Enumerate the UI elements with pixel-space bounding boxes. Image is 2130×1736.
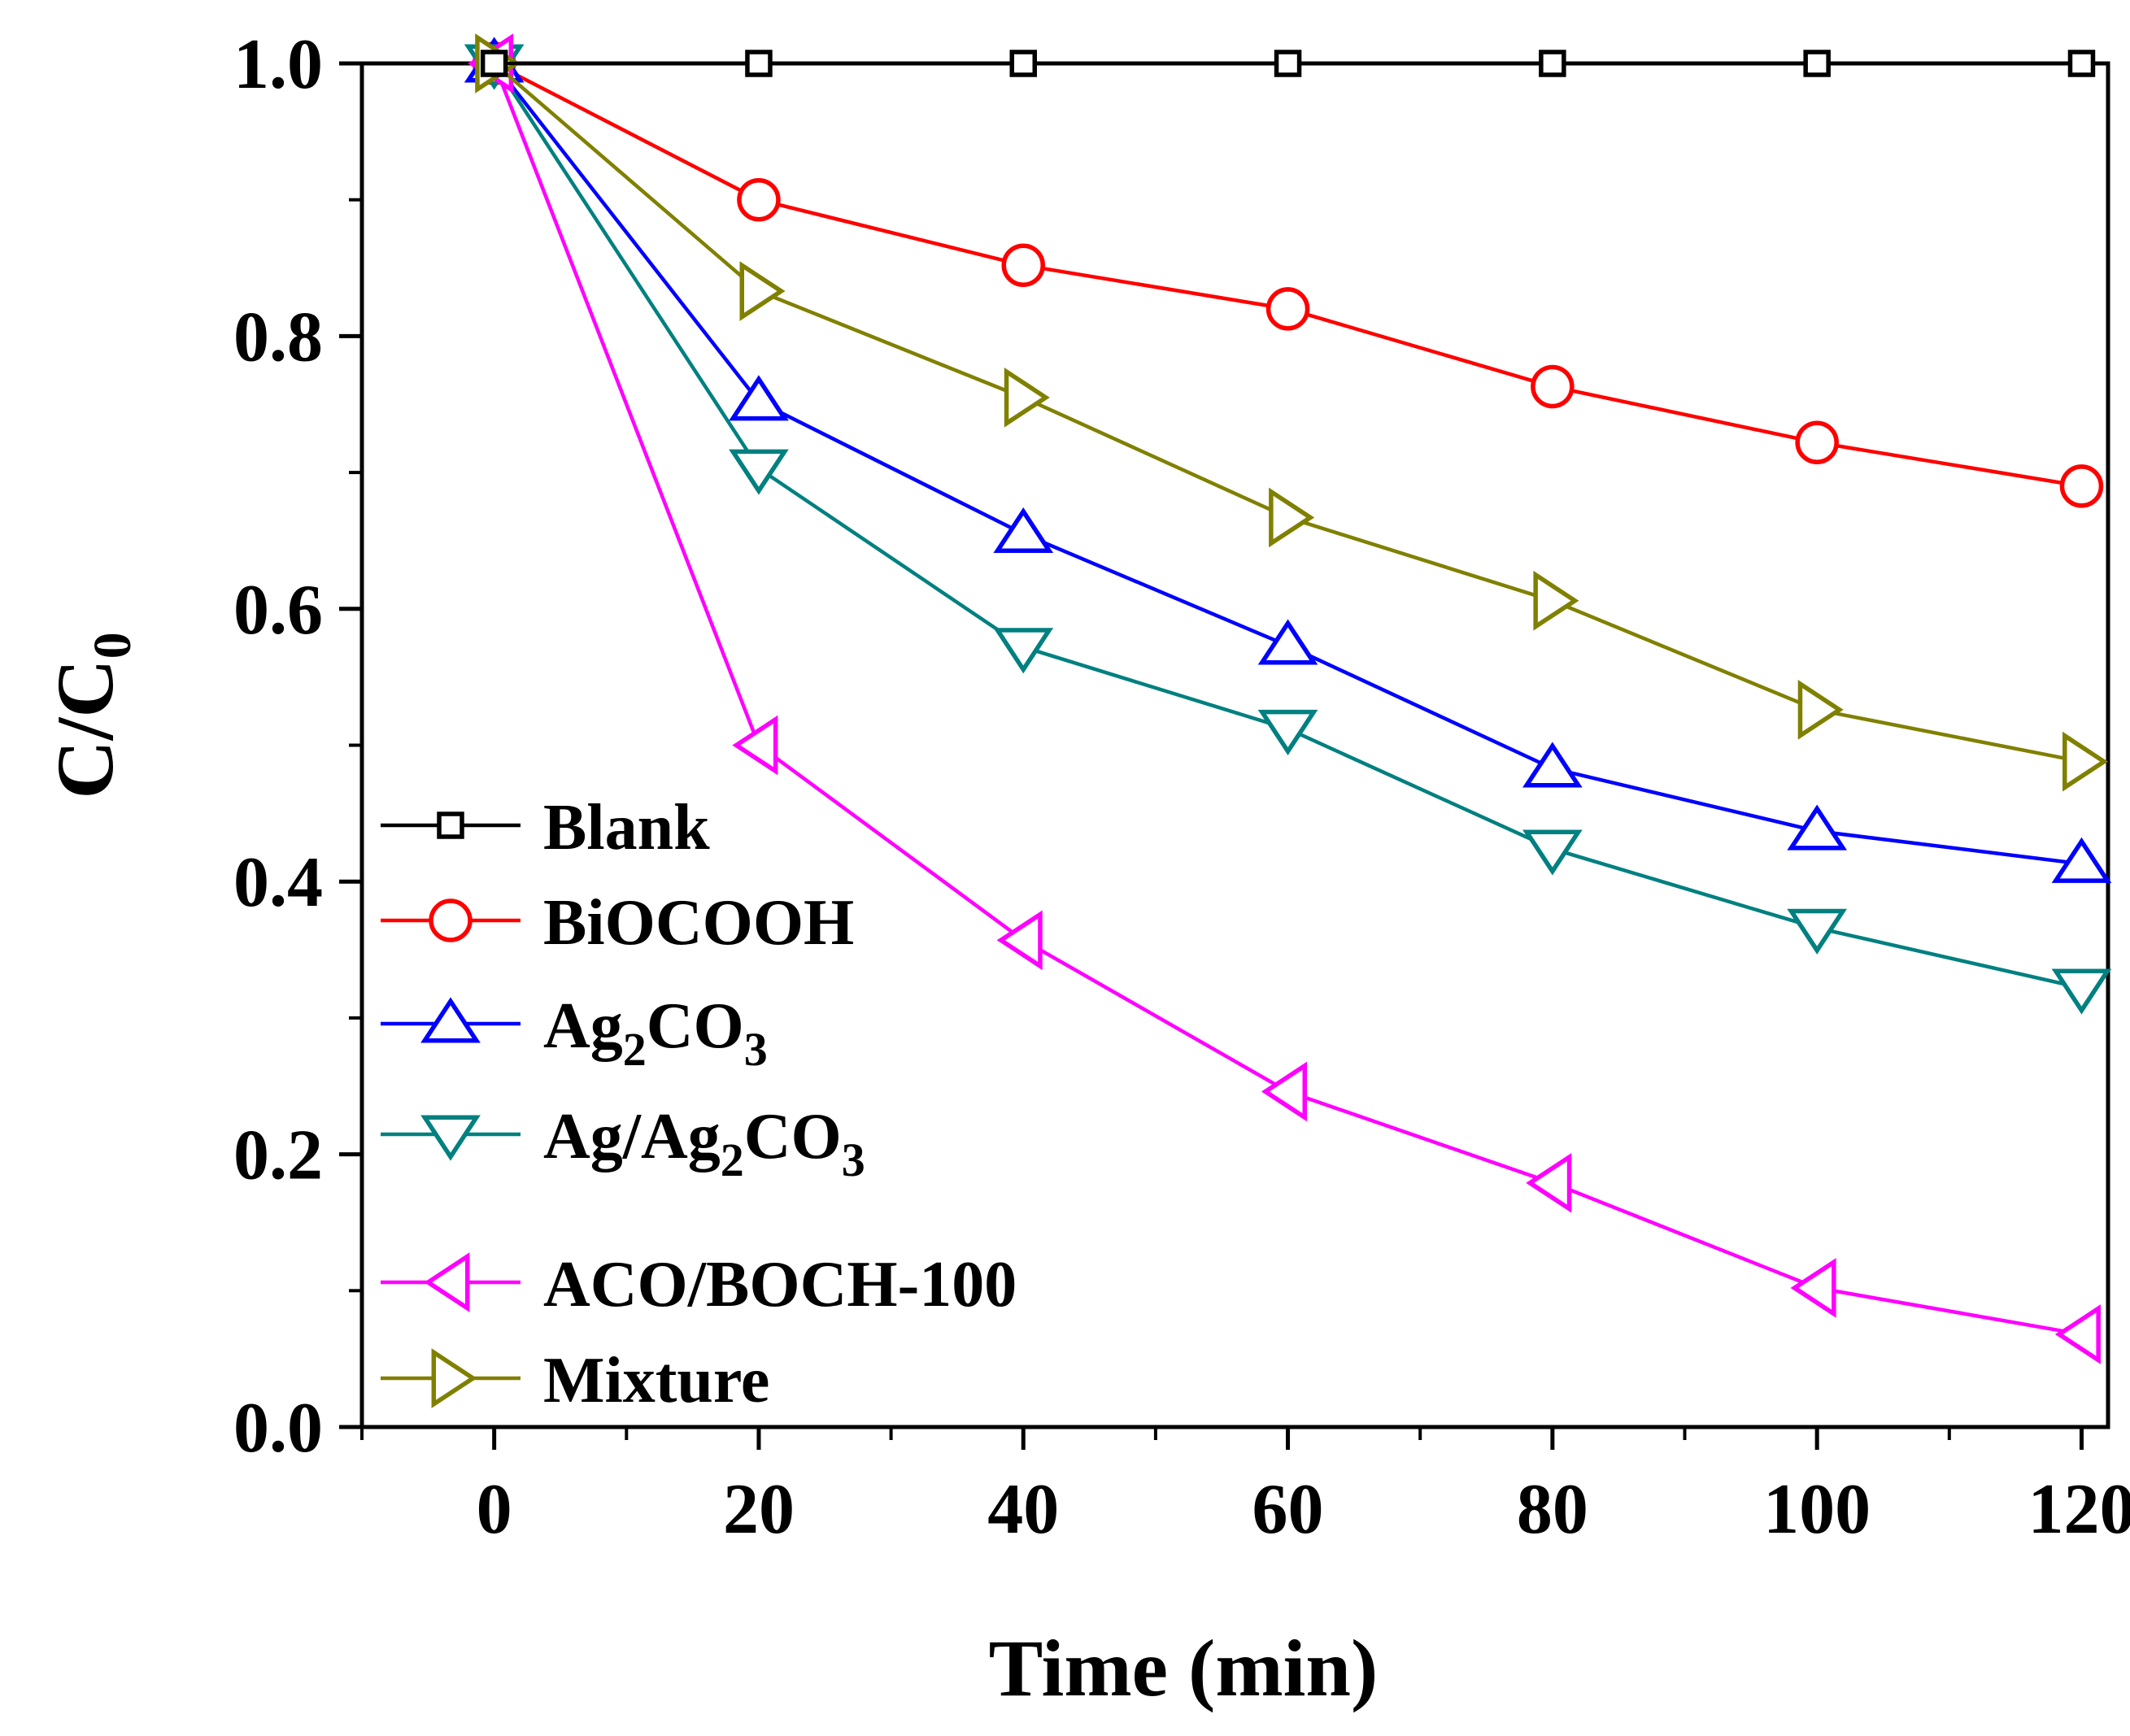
series-biocooh [472, 41, 2104, 508]
legend-marker [424, 1252, 470, 1312]
data-point [1274, 50, 1302, 77]
x-tick-label: 60 [1252, 1470, 1324, 1549]
legend-marker [420, 997, 481, 1043]
legend-item: Ag/Ag2CO3 [381, 1101, 865, 1186]
legend-subscript: 3 [842, 1133, 865, 1186]
data-point [729, 375, 789, 421]
data-point [2054, 1304, 2101, 1364]
legend-marker [437, 811, 464, 839]
data-point [1787, 908, 1848, 955]
series-line [493, 62, 2082, 489]
data-point [1257, 619, 1318, 665]
data-point [1790, 1258, 1836, 1318]
y-tick-label: 0.8 [233, 298, 323, 376]
x-axis-title: Time (min) [989, 1623, 1379, 1713]
legend: BlankBiOCOOHAg2CO3Ag/Ag2CO3ACO/BOCH-100M… [381, 792, 1017, 1416]
legend-item: Blank [381, 792, 710, 864]
data-point [1522, 742, 1583, 788]
legend-text-part: Blank [543, 792, 710, 864]
axes-layer: 0.0 0.2 0.4 0.6 0.8 1.0 0 20 40 60 80 100 120 [233, 25, 2130, 1549]
legend-item: Ag2CO3 [381, 990, 768, 1076]
legend-subscript: 3 [744, 1023, 768, 1076]
legend-text-part: Mixture [543, 1345, 769, 1416]
x-tick-label: 40 [987, 1470, 1059, 1549]
data-point [2051, 968, 2112, 1015]
data-point [1533, 570, 1579, 631]
data-point [1265, 287, 1310, 331]
x-tick-label: 100 [1763, 1470, 1871, 1549]
y-tick-label: 1.0 [233, 25, 323, 104]
data-point [1797, 680, 1844, 740]
x-tick-label: 80 [1517, 1470, 1588, 1549]
series-blank [480, 50, 2096, 77]
legend-label: Ag2CO3 [543, 990, 768, 1076]
series-aco-boch-100 [468, 33, 2101, 1364]
data-point [2067, 50, 2096, 77]
data-point [732, 715, 778, 776]
legend-text-part: Ag/Ag [543, 1101, 721, 1173]
legend-label: Blank [543, 792, 710, 864]
legend-label: Mixture [543, 1345, 769, 1416]
legend-text-part: BiOCOOH [543, 887, 854, 959]
data-point [745, 50, 773, 77]
data-point [1004, 368, 1050, 428]
series-ag2co3 [464, 37, 2112, 883]
data-point [2062, 731, 2109, 792]
data-point [993, 507, 1054, 554]
legend-subscript: 2 [721, 1133, 744, 1186]
x-tick-label: 120 [2028, 1470, 2130, 1549]
legend-label: BiOCOOH [543, 887, 854, 959]
y-tick-label: 0.2 [233, 1116, 323, 1195]
data-point [1795, 420, 1839, 464]
data-point [1531, 364, 1575, 409]
data-point [1257, 709, 1318, 755]
x-tick-label: 0 [477, 1470, 512, 1549]
legend-item: Mixture [381, 1345, 769, 1416]
data-point [1001, 243, 1046, 287]
data-point [1787, 804, 1848, 851]
data-point [1261, 1061, 1308, 1122]
data-point [480, 50, 508, 77]
data-point [1269, 487, 1315, 548]
legend-text-part: ACO/BOCH-100 [543, 1249, 1017, 1320]
legend-marker [431, 1348, 477, 1408]
data-point [2051, 837, 2112, 883]
data-point [996, 910, 1043, 971]
data-point [1803, 50, 1831, 77]
legend-text-part: CO [647, 990, 744, 1062]
data-point [729, 449, 789, 495]
legend-item: BiOCOOH [381, 887, 854, 959]
legend-subscript: 2 [623, 1023, 647, 1076]
series-layer [464, 33, 2112, 1364]
plot-frame [359, 61, 2110, 1429]
y-tick-label: 0.4 [233, 843, 323, 922]
data-point [1539, 50, 1566, 77]
data-point [1009, 50, 1038, 77]
legend-label: Ag/Ag2CO3 [543, 1101, 865, 1186]
data-point [993, 628, 1054, 674]
legend-text-part: CO [744, 1101, 842, 1173]
y-tick-label: 0.6 [233, 571, 323, 650]
x-tick-label: 20 [723, 1470, 795, 1549]
y-axis-title: C/C0 [40, 632, 142, 798]
data-point [739, 261, 786, 321]
legend-marker [420, 1115, 481, 1161]
data-point [1526, 1152, 1572, 1213]
data-point [1522, 829, 1583, 876]
legend-text-part: Ag [543, 990, 623, 1062]
legend-marker [429, 898, 473, 942]
y-tick-label: 0.0 [233, 1389, 323, 1468]
data-point [2059, 464, 2104, 508]
legend-item: ACO/BOCH-100 [381, 1249, 1017, 1320]
data-point [737, 177, 781, 222]
legend-label: ACO/BOCH-100 [543, 1249, 1017, 1320]
